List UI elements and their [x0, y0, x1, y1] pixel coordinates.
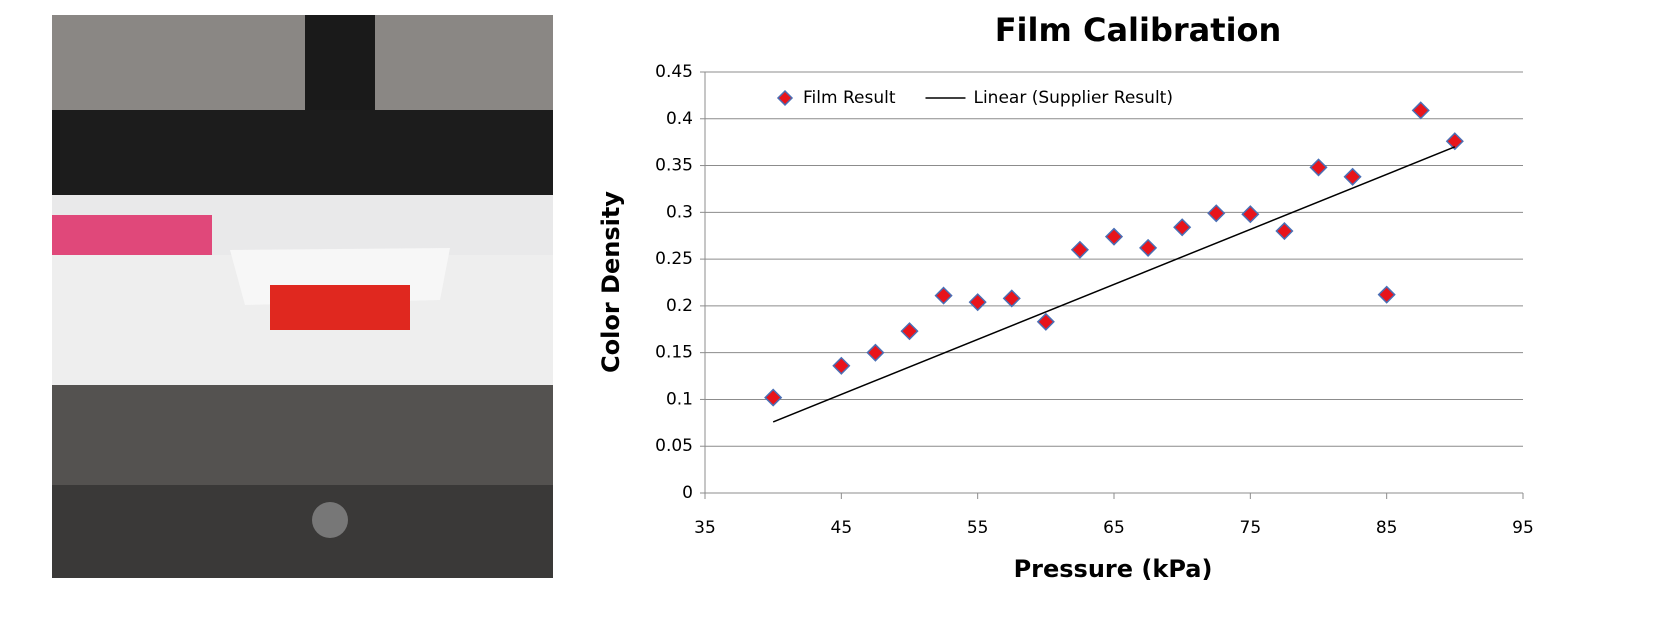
data-point	[1140, 240, 1156, 256]
y-tick-label: 0.45	[655, 62, 693, 82]
data-point	[1106, 229, 1122, 245]
trend-line	[773, 147, 1455, 422]
y-tick-label: 0.3	[666, 202, 693, 222]
y-tick-label: 0.1	[666, 389, 693, 409]
y-tick-label: 0.05	[655, 436, 693, 456]
data-point	[970, 294, 986, 310]
data-point	[1447, 133, 1463, 149]
legend-label: Film Result	[803, 88, 896, 108]
legend-label: Linear (Supplier Result)	[973, 88, 1172, 108]
x-tick-label: 85	[1376, 518, 1398, 538]
y-tick-label: 0.15	[655, 343, 693, 363]
x-tick-label: 35	[694, 518, 716, 538]
y-tick-label: 0.35	[655, 156, 693, 176]
data-point	[833, 358, 849, 374]
data-point	[1413, 102, 1429, 118]
x-tick-label: 95	[1512, 518, 1534, 538]
data-point	[1276, 223, 1292, 239]
data-point	[1242, 206, 1258, 222]
y-tick-label: 0.25	[655, 249, 693, 269]
figure: Film Calibration Pressure (kPa) Color De…	[0, 0, 1668, 628]
data-point	[867, 345, 883, 361]
chart-title: Film Calibration	[995, 11, 1282, 49]
photo	[52, 15, 553, 578]
data-point	[765, 390, 781, 406]
page: Film Calibration Pressure (kPa) Color De…	[0, 0, 1668, 628]
legend-marker	[778, 91, 792, 105]
x-tick-label: 45	[831, 518, 853, 538]
data-point	[1004, 290, 1020, 306]
data-point	[1345, 169, 1361, 185]
data-point	[936, 288, 952, 304]
y-tick-label: 0.4	[666, 109, 693, 129]
data-point	[1311, 159, 1327, 175]
x-axis-label: Pressure (kPa)	[1014, 555, 1213, 583]
x-tick-label: 55	[967, 518, 989, 538]
data-point	[1379, 287, 1395, 303]
y-axis-label: Color Density	[597, 191, 625, 373]
y-tick-label: 0.2	[666, 296, 693, 316]
data-point	[1208, 205, 1224, 221]
x-tick-label: 65	[1103, 518, 1125, 538]
data-point	[1174, 219, 1190, 235]
data-point	[1038, 314, 1054, 330]
data-point	[902, 323, 918, 339]
x-tick-label: 75	[1240, 518, 1262, 538]
y-tick-label: 0	[682, 483, 693, 503]
data-point	[1072, 242, 1088, 258]
